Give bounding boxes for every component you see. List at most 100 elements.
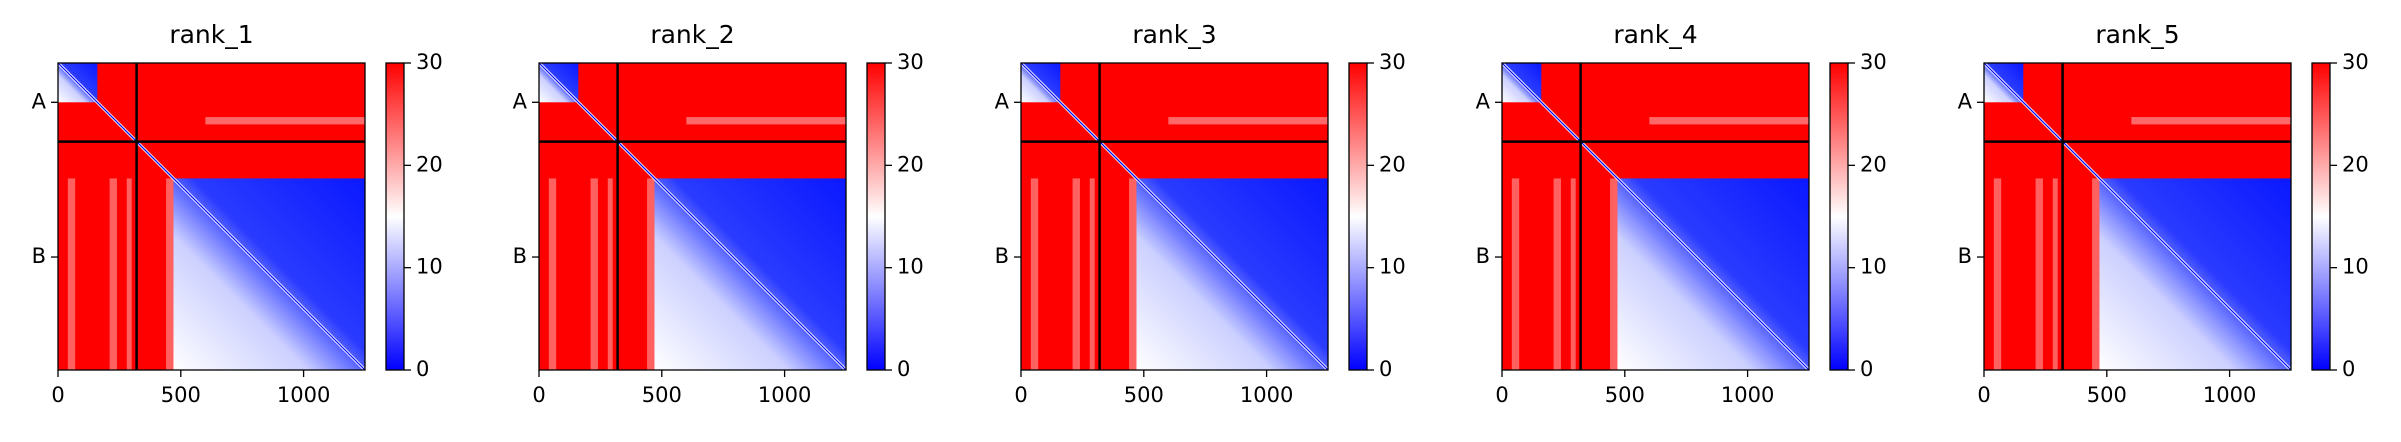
axes-frame (1983, 62, 2292, 371)
stripe-4 (1129, 178, 1137, 370)
heatmap (1500, 61, 1811, 372)
axes-frame (1501, 62, 1810, 371)
colorbar-tick-label: 20 (897, 152, 924, 176)
diagonal (1983, 62, 2292, 371)
stripe-3 (1089, 178, 1095, 370)
colorbar: 0 10 20 30 (1829, 50, 1887, 381)
colorbar-tick-label: 20 (2342, 152, 2369, 176)
panel-3: rank_3 0 500 1000 A B 0 10 20 30 (995, 20, 1406, 407)
colorbar-fill (386, 63, 404, 370)
colorbar-tick-label: 10 (2342, 255, 2369, 279)
colorbar: 0 10 20 30 (1348, 50, 1406, 381)
colorbar-tick-label: 0 (1860, 357, 1873, 381)
x-tick-label: 500 (1124, 383, 1164, 407)
stripe-2 (2035, 178, 2043, 370)
colorbar-tick-label: 10 (1379, 255, 1406, 279)
stripe-2 (1072, 178, 1080, 370)
streak (1649, 117, 1809, 125)
colorbar-tick-label: 30 (416, 50, 443, 74)
y-tick-label: A (995, 89, 1010, 113)
panel-title: rank_4 (1613, 20, 1697, 49)
stripe-4 (647, 178, 655, 370)
x-tick-label: 1000 (2203, 383, 2256, 407)
diagonal (1020, 62, 1329, 371)
y-tick-label: B (1476, 244, 1490, 268)
stripe-4 (2092, 178, 2100, 370)
x-tick-label: 1000 (758, 383, 811, 407)
x-tick-label: 500 (1605, 383, 1645, 407)
x-tick-label: 500 (161, 383, 201, 407)
colorbar-tick-label: 0 (1379, 357, 1392, 381)
panel-title: rank_5 (2095, 20, 2179, 49)
heatmap (1019, 61, 1330, 372)
x-tick-label: 0 (1014, 383, 1027, 407)
panel-title: rank_3 (1132, 20, 1216, 49)
panel-5: rank_5 0 500 1000 A B 0 10 20 30 (1958, 20, 2369, 407)
stripe-1 (1993, 178, 2002, 370)
y-tick-label: B (1958, 244, 1972, 268)
heatmap (537, 61, 848, 372)
colorbar-fill (867, 63, 885, 370)
colorbar-tick-label: 20 (416, 152, 443, 176)
colorbar-tick-label: 20 (1379, 152, 1406, 176)
colorbar-frame (1829, 62, 1849, 371)
stripe-1 (548, 178, 557, 370)
streak (2131, 117, 2291, 125)
streak (1168, 117, 1328, 125)
stripe-4 (1610, 178, 1618, 370)
colorbar-tick-label: 0 (416, 357, 429, 381)
heatmap (1982, 61, 2293, 372)
colorbar-tick-label: 30 (2342, 50, 2369, 74)
diagonal (1501, 62, 1810, 371)
colorbar-tick-label: 0 (2342, 357, 2355, 381)
axes-frame (1020, 62, 1329, 371)
stripe-2 (1553, 178, 1561, 370)
colorbar-tick-label: 30 (1860, 50, 1887, 74)
stripe-1 (1511, 178, 1520, 370)
y-tick-label: B (32, 244, 46, 268)
stripe-3 (2052, 178, 2058, 370)
colorbar-frame (866, 62, 886, 371)
colorbar-tick-label: 30 (1379, 50, 1406, 74)
diagonal (57, 62, 366, 371)
colorbar-fill (1349, 63, 1367, 370)
x-tick-label: 0 (532, 383, 545, 407)
colorbar-fill (1830, 63, 1848, 370)
colorbar-frame (2311, 62, 2331, 371)
y-tick-label: A (1958, 89, 1973, 113)
colorbar: 0 10 20 30 (385, 50, 443, 381)
x-tick-label: 1000 (1240, 383, 1293, 407)
stripe-2 (590, 178, 598, 370)
x-tick-label: 0 (51, 383, 64, 407)
streak (686, 117, 846, 125)
diagonal (538, 62, 847, 371)
streak (205, 117, 365, 125)
colorbar-tick-label: 10 (416, 255, 443, 279)
y-tick-label: A (513, 89, 528, 113)
colorbar-tick-label: 10 (897, 255, 924, 279)
colorbar: 0 10 20 30 (866, 50, 924, 381)
panel-4: rank_4 0 500 1000 A B 0 10 20 30 (1476, 20, 1887, 407)
stripe-2 (109, 178, 117, 370)
colorbar-frame (385, 62, 405, 371)
stripe-3 (607, 178, 613, 370)
x-tick-label: 0 (1977, 383, 1990, 407)
heatmap (56, 61, 367, 372)
y-tick-label: A (32, 89, 47, 113)
colorbar-tick-label: 0 (897, 357, 910, 381)
y-tick-label: B (513, 244, 527, 268)
stripe-3 (1570, 178, 1576, 370)
colorbar-tick-label: 20 (1860, 152, 1887, 176)
colorbar-tick-label: 10 (1860, 255, 1887, 279)
colorbar: 0 10 20 30 (2311, 50, 2369, 381)
x-tick-label: 1000 (277, 383, 330, 407)
colorbar-tick-label: 30 (897, 50, 924, 74)
panel-1: rank_1 0 500 1000 A B 0 10 20 30 (32, 20, 443, 407)
panel-title: rank_2 (650, 20, 734, 49)
stripe-4 (166, 178, 174, 370)
stripe-1 (67, 178, 76, 370)
x-tick-label: 500 (2087, 383, 2127, 407)
x-tick-label: 1000 (1721, 383, 1774, 407)
